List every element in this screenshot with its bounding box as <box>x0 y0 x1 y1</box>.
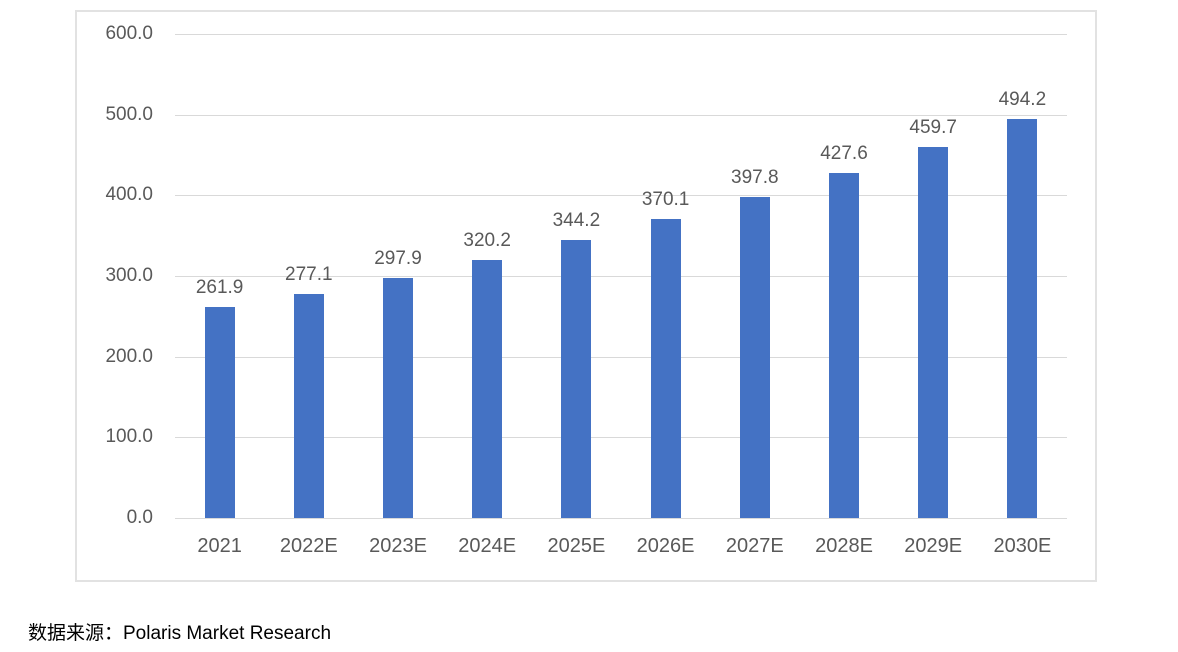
y-axis-tick-label: 600.0 <box>105 23 153 44</box>
bar-2023E <box>383 277 413 518</box>
bar-2026E <box>650 219 681 518</box>
data-label-2026E: 370.1 <box>641 189 690 211</box>
x-axis-tick-label-2021: 2021 <box>197 535 242 557</box>
plot-area: 0.0 100.0 200.0 300.0 400.0 500.0 600.0 261.9 20… <box>77 12 1095 580</box>
bar-2030E <box>1007 119 1038 518</box>
y-axis-tick-label: 200.0 <box>105 345 153 367</box>
bar-2027E <box>739 197 770 518</box>
x-axis-tick-label-2026E: 2026E <box>636 535 695 557</box>
data-label-2021: 261.9 <box>195 276 244 298</box>
y-axis-tick-label: 500.0 <box>105 103 153 125</box>
gridline-y600 <box>175 34 1067 35</box>
x-axis-tick-label-2025E: 2025E <box>547 535 606 557</box>
x-axis-tick-label-2024E: 2024E <box>458 535 517 557</box>
x-axis-tick-label-2028E: 2028E <box>815 535 873 557</box>
data-label-2025E: 344.2 <box>552 210 601 232</box>
y-axis-tick-label: 0.0 <box>126 507 153 528</box>
gridline-y100 <box>175 437 1067 439</box>
source-caption: 数据来源：Polaris Market Research <box>28 623 332 644</box>
gridline-y300 <box>175 276 1067 277</box>
x-axis-tick-label-2022E: 2022E <box>279 535 338 557</box>
bar-2025E <box>561 240 592 518</box>
x-axis-tick-label-2029E: 2029E <box>904 535 963 557</box>
data-label-2030E: 494.2 <box>998 89 1047 111</box>
bar-2029E <box>918 147 949 518</box>
y-axis-tick-label: 400.0 <box>105 184 153 206</box>
x-axis-tick-label-2027E: 2027E <box>725 535 784 557</box>
data-label-2022E: 277.1 <box>285 264 333 286</box>
x-axis-tick-label-2023E: 2023E <box>369 535 427 557</box>
gridline-y400 <box>175 195 1067 197</box>
data-label-2028E: 427.6 <box>820 143 868 165</box>
x-axis-tick-label-2030E: 2030E <box>993 535 1052 557</box>
data-label-2029E: 459.7 <box>909 117 957 139</box>
bar-chart: 0.0 100.0 200.0 300.0 400.0 500.0 600.0 261.9 20… <box>75 10 1097 582</box>
bar-2024E <box>472 259 503 518</box>
y-axis-tick-label: 300.0 <box>105 265 153 286</box>
gridline-y0 <box>175 518 1067 519</box>
gridline-y500 <box>175 114 1067 116</box>
bar-2022E <box>293 294 324 518</box>
bar-2021 <box>204 306 235 518</box>
gridline-y200 <box>175 356 1067 358</box>
bar-2028E <box>829 173 859 518</box>
data-label-2027E: 397.8 <box>731 167 779 189</box>
y-axis-tick-label: 100.0 <box>105 426 153 448</box>
data-label-2023E: 297.9 <box>374 247 422 269</box>
data-label-2024E: 320.2 <box>463 229 511 251</box>
